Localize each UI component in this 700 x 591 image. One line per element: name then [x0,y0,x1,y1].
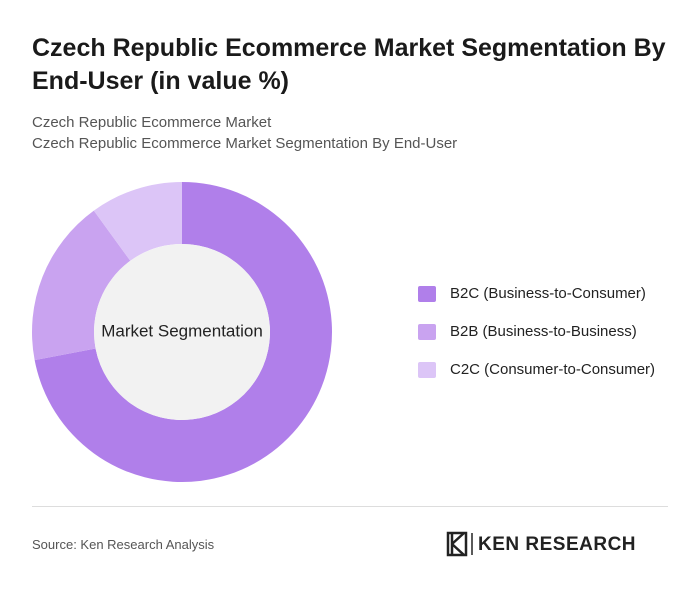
legend-swatch [418,286,436,302]
chart-title: Czech Republic Ecommerce Market Segmenta… [32,34,666,95]
donut-hole [94,244,270,420]
subtitle: Czech Republic Ecommerce Market Segmenta… [32,135,458,152]
slice [34,182,332,483]
center-label: Market Segmentation [101,321,263,340]
source: Source: Ken Research Analysis [32,537,215,552]
legend-label: C2C (Consumer-to-Consumer) [450,361,655,378]
logo-text: KEN RESEARCH [478,534,636,555]
separator [32,506,668,507]
subtitle: Czech Republic Ecommerce Market [32,114,272,131]
slice [31,210,131,361]
legend-label: B2B (Business-to-Business) [450,323,637,340]
slice [93,182,182,261]
legend-swatch [418,362,436,378]
legend-label: B2C (Business-to-Consumer) [450,285,646,302]
logo-icon [446,531,473,557]
legend-swatch [418,324,436,340]
